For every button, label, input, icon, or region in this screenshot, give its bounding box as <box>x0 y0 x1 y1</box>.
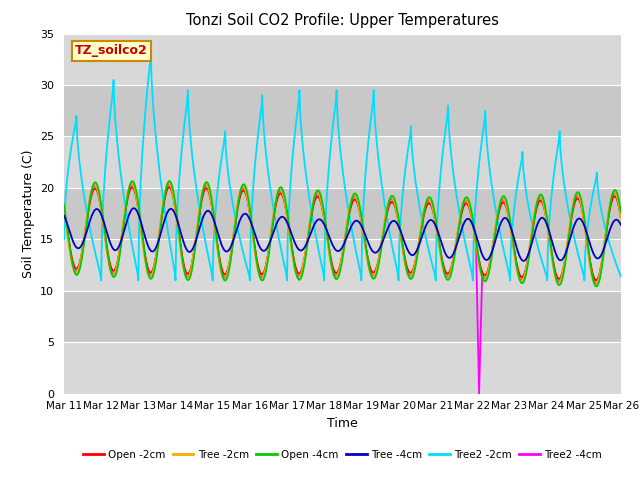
Bar <box>64 188 621 240</box>
Bar <box>64 34 621 85</box>
Legend: Open -2cm, Tree -2cm, Open -4cm, Tree -4cm, Tree2 -2cm, Tree2 -4cm: Open -2cm, Tree -2cm, Open -4cm, Tree -4… <box>79 445 606 464</box>
X-axis label: Time: Time <box>327 417 358 430</box>
Bar <box>64 136 621 188</box>
Bar <box>64 85 621 136</box>
Bar <box>64 240 621 291</box>
Bar <box>64 342 621 394</box>
Y-axis label: Soil Temperature (C): Soil Temperature (C) <box>22 149 35 278</box>
Title: Tonzi Soil CO2 Profile: Upper Temperatures: Tonzi Soil CO2 Profile: Upper Temperatur… <box>186 13 499 28</box>
Text: TZ_soilco2: TZ_soilco2 <box>75 44 148 58</box>
Bar <box>64 291 621 342</box>
